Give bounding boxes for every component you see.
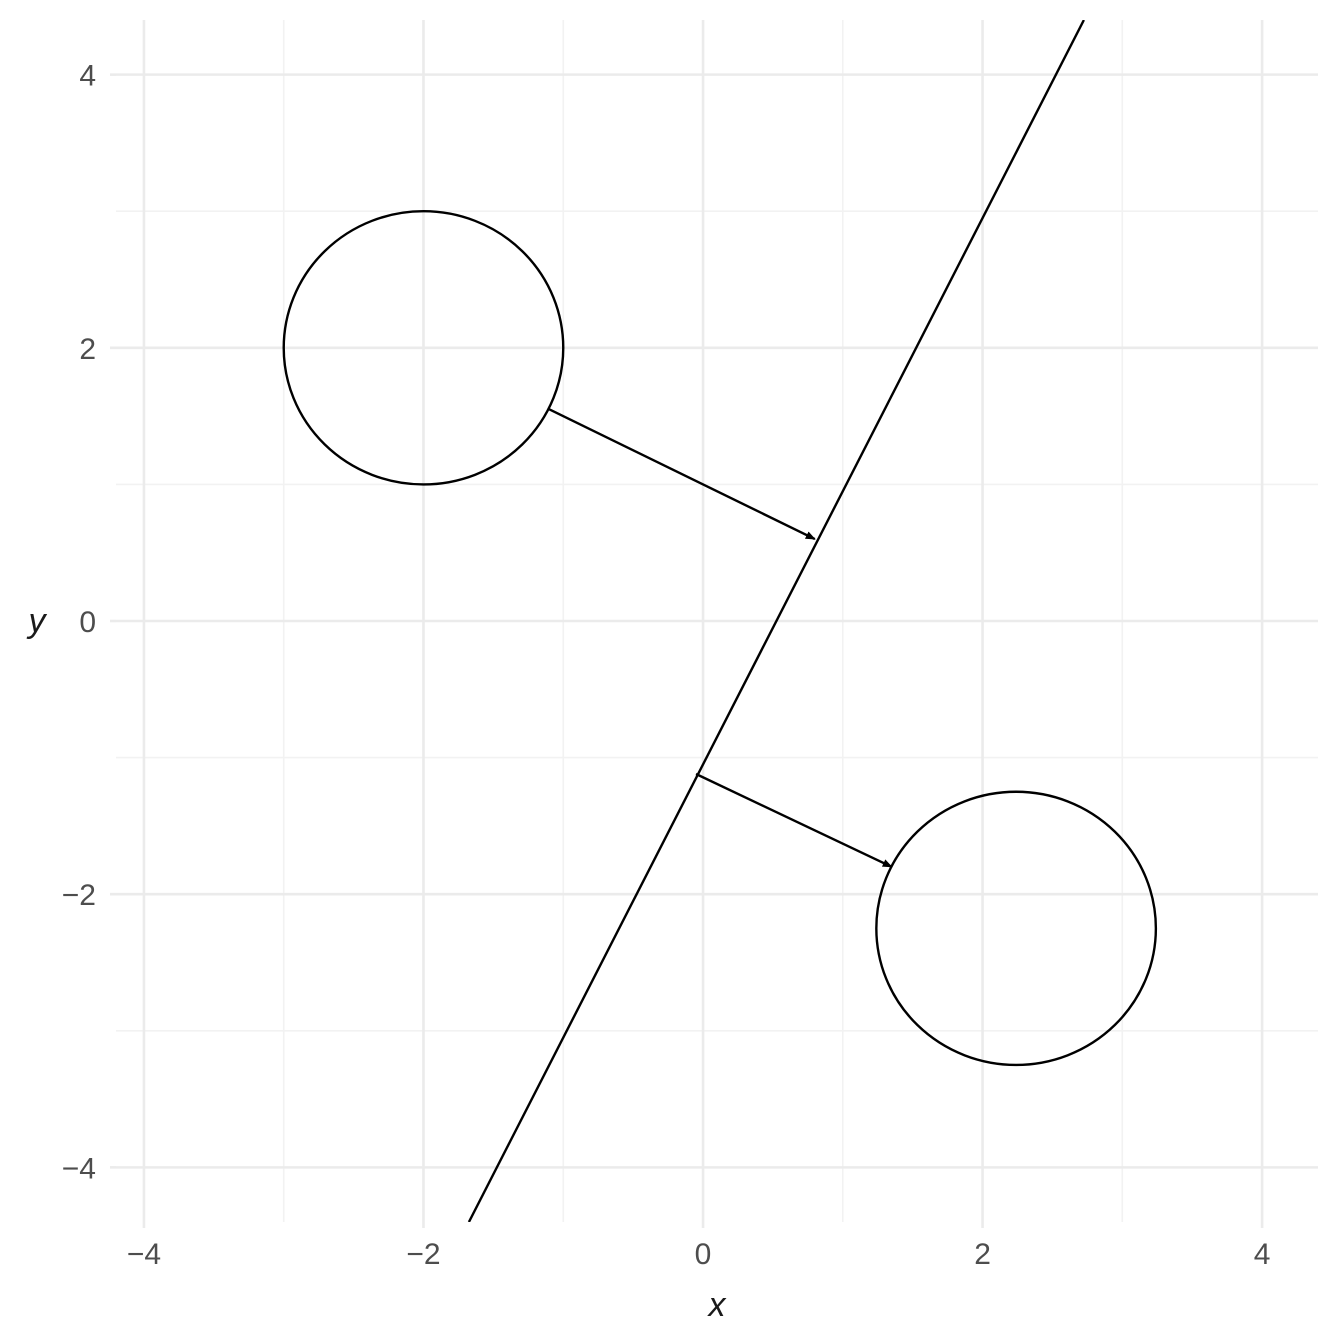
y-tick-label: −2 [62, 879, 96, 912]
y-tick-label: 2 [79, 333, 96, 366]
x-tick-label: 0 [695, 1238, 712, 1271]
circle-2 [875, 790, 1158, 1067]
major-gridlines [116, 20, 1318, 1222]
x-tick-label: −2 [406, 1238, 440, 1271]
arrow-1 [548, 408, 816, 541]
y-tick-label: 4 [79, 60, 96, 93]
boundary-line [467, 20, 1085, 1222]
x-tick-label: 4 [1254, 1238, 1271, 1271]
plot-marks [282, 20, 1158, 1222]
tick-labels: −4 −2 0 2 4 −4 −2 0 2 4 [62, 60, 1271, 1271]
y-axis-title: y [27, 602, 48, 640]
y-tick-label: 0 [79, 606, 96, 639]
circle-1 [282, 210, 565, 486]
x-tick-label: −4 [127, 1238, 161, 1271]
axis-ticks [110, 73, 1264, 1228]
y-tick-label: −4 [62, 1152, 96, 1185]
arrow-2 [695, 772, 893, 868]
x-tick-label: 2 [974, 1238, 991, 1271]
x-axis-title: x [707, 1286, 727, 1324]
